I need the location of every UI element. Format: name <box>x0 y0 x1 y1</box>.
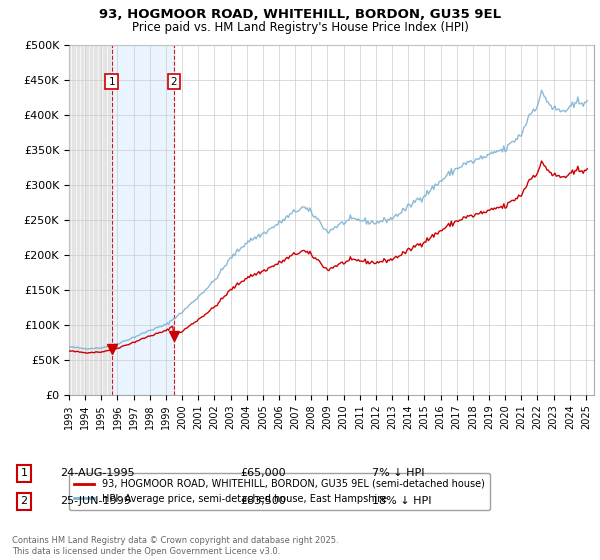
Bar <box>112 45 174 395</box>
Text: Price paid vs. HM Land Registry's House Price Index (HPI): Price paid vs. HM Land Registry's House … <box>131 21 469 34</box>
Text: 25-JUN-1999: 25-JUN-1999 <box>60 496 131 506</box>
Text: 7% ↓ HPI: 7% ↓ HPI <box>372 468 425 478</box>
Legend: 93, HOGMOOR ROAD, WHITEHILL, BORDON, GU35 9EL (semi-detached house), HPI: Averag: 93, HOGMOOR ROAD, WHITEHILL, BORDON, GU3… <box>68 473 490 510</box>
Text: 93, HOGMOOR ROAD, WHITEHILL, BORDON, GU35 9EL: 93, HOGMOOR ROAD, WHITEHILL, BORDON, GU3… <box>99 8 501 21</box>
Text: 24-AUG-1995: 24-AUG-1995 <box>60 468 134 478</box>
Text: £83,500: £83,500 <box>240 496 286 506</box>
Text: 18% ↓ HPI: 18% ↓ HPI <box>372 496 431 506</box>
Text: 2: 2 <box>170 77 177 87</box>
Text: 2: 2 <box>20 496 28 506</box>
Text: Contains HM Land Registry data © Crown copyright and database right 2025.
This d: Contains HM Land Registry data © Crown c… <box>12 536 338 556</box>
Text: 1: 1 <box>20 468 28 478</box>
Text: £65,000: £65,000 <box>240 468 286 478</box>
Bar <box>61 45 69 395</box>
Text: 1: 1 <box>109 77 115 87</box>
